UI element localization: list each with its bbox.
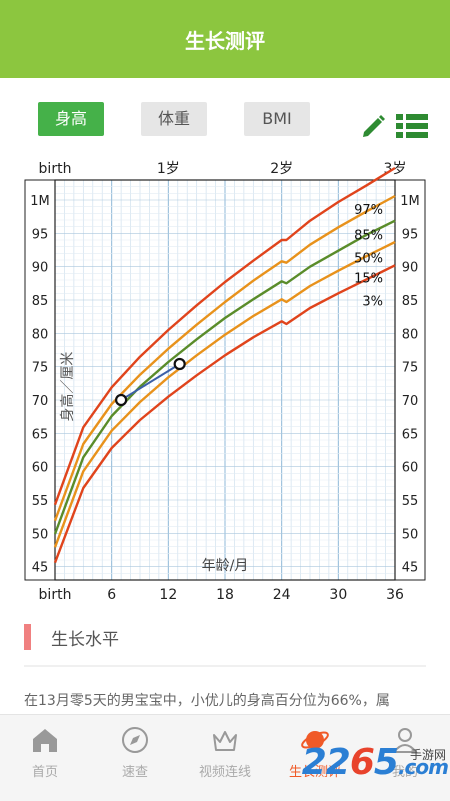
nav-growth[interactable]: 生长测评 [270,715,360,801]
x-tick-label: 36 [386,587,404,603]
nav-video[interactable]: 视频连线 [180,715,270,801]
series-label: 50% [354,252,383,267]
home-icon [33,729,57,752]
x-tick-label: 6 [107,587,116,603]
compass-icon [122,727,148,753]
top-tick-label: 2岁 [270,161,293,177]
planet-icon [301,731,329,749]
nav-home-label: 首页 [31,765,58,780]
y-tick-label-left: 50 [32,527,49,542]
y-tick-label-left: 55 [32,494,49,509]
list-icon[interactable] [396,112,428,140]
measure-tabs: 身高 体重 BMI [38,102,347,136]
plot-frame [54,179,396,581]
watermark-logo: 2265.com [301,742,449,783]
y-tick-label-right: 1M [400,194,420,209]
y-tick-label-right: 50 [402,527,419,542]
growth-description: 在13月零5天的男宝宝中，小优儿的身高百分位为66%，属 [24,693,390,709]
child-data-point [173,357,186,371]
y-tick-label-left: 85 [32,294,49,309]
x-axis-label: 年龄/月 [202,558,249,574]
y-tick-label-right: 70 [402,394,419,409]
section-title: 生长水平 [51,629,119,650]
y-tick-label-right: 90 [402,261,419,276]
pencil-icon[interactable] [360,112,388,140]
child-growth-line [120,363,181,401]
top-tick-label: 1岁 [157,161,180,177]
y-tick-label-left: 90 [32,261,49,276]
watermark-site: 手游网 [409,748,446,762]
y-tick-label-right: 75 [402,361,419,376]
nav-me[interactable]: 我的 [360,715,450,801]
series-label: 85% [354,228,383,243]
divider [24,665,426,667]
nav-me-label: 我的 [391,765,418,780]
top-tick-label: birth [39,161,72,177]
y-tick-label-right: 85 [402,294,419,309]
growth-chart: 45 45 50 50 55 55 60 60 65 65 70 70 75 75 80 80 85 85 90 90… [24,161,426,603]
app-header: 生长测评 [0,0,450,78]
y-tick-label-left: 95 [32,227,49,242]
x-tick-label: 18 [216,587,234,603]
series-line-97% [53,166,396,506]
y-tick-label-right: 55 [402,494,419,509]
series-line-3% [53,264,396,564]
series-label: 3% [362,294,383,309]
tab-bmi[interactable]: BMI [244,102,310,136]
x-tick-label: 12 [159,587,177,603]
y-tick-label-left: 45 [32,561,49,576]
crown-icon [213,731,237,751]
x-tick-label: 24 [273,587,291,603]
section-header: 生长水平 [24,624,119,650]
nav-video-label: 视频连线 [198,765,251,780]
nav-home[interactable]: 首页 [0,715,90,801]
nav-growth-label: 生长测评 [288,765,341,780]
child-data-point [115,393,128,407]
x-tick-label: 30 [329,587,347,603]
series-line-15% [53,240,396,548]
y-tick-label-right: 95 [402,227,419,242]
tab-weight[interactable]: 体重 [141,102,207,136]
x-tick-label: birth [39,587,72,603]
nav-lookup[interactable]: 速查 [90,715,180,801]
y-tick-label-left: 70 [32,394,49,409]
y-tick-label-right: 80 [402,327,419,342]
y-axis-right-box [394,179,426,581]
series-line-50% [53,219,396,535]
section-accent-bar [24,624,31,650]
y-tick-label-left: 60 [32,461,49,476]
series-label: 97% [354,203,383,218]
y-tick-label-left: 1M [30,194,50,209]
y-axis-left-box [24,179,56,581]
tab-height[interactable]: 身高 [38,102,104,136]
series-label: 15% [354,272,383,287]
y-tick-label-right: 45 [402,561,419,576]
user-icon [391,728,419,753]
page-title: 生长测评 [185,28,265,53]
y-tick-label-right: 60 [402,461,419,476]
y-axis-label: 身高／厘米 [59,352,76,422]
y-tick-label-left: 65 [32,427,49,442]
y-tick-label-right: 65 [402,427,419,442]
y-tick-label-left: 80 [32,327,49,342]
nav-lookup-label: 速查 [121,765,148,780]
y-tick-label-left: 75 [32,361,49,376]
bottom-nav: 首页 速查 视频连线 生长测评 我的 [0,714,450,801]
